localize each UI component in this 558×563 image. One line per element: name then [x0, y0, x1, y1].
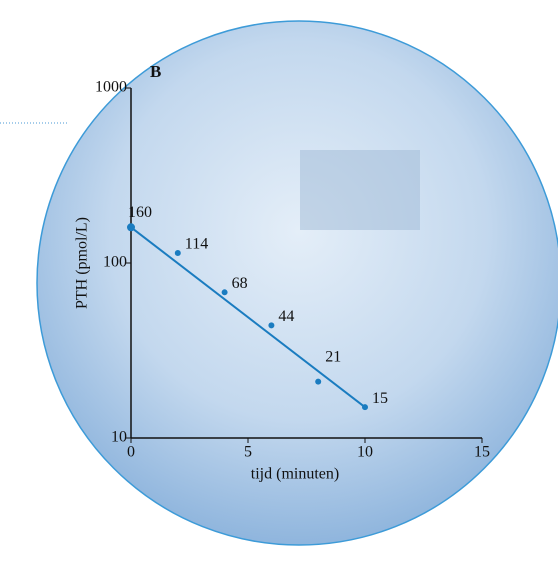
- data-point: [175, 250, 181, 256]
- data-label: 21: [325, 348, 341, 365]
- chart-title: B: [150, 62, 161, 81]
- data-label: 15: [372, 390, 388, 407]
- data-point: [315, 379, 321, 385]
- data-label: 44: [278, 308, 294, 325]
- y-tick-label: 1000: [95, 79, 127, 96]
- chart: B tijd (minuten) PTH (pmol/L) 10 100 1000 0…: [0, 0, 558, 563]
- data-point: [222, 289, 228, 295]
- x-axis-label: tijd (minuten): [251, 466, 339, 483]
- data-label: 68: [232, 275, 248, 292]
- data-label: 160: [128, 204, 152, 221]
- page: B tijd (minuten) PTH (pmol/L) 10 100 1000 0…: [0, 0, 558, 563]
- x-tick-label: 0: [127, 444, 135, 461]
- y-axis-label: PTH (pmol/L): [74, 217, 91, 309]
- y-tick-label: 10: [111, 429, 127, 446]
- x-tick-label: 5: [244, 444, 252, 461]
- data-label: 114: [185, 236, 208, 253]
- y-tick-label: 100: [103, 254, 127, 271]
- x-tick-label: 10: [357, 444, 373, 461]
- decor-monitor: [300, 150, 420, 230]
- data-point: [268, 322, 274, 328]
- x-tick-label: 15: [474, 444, 490, 461]
